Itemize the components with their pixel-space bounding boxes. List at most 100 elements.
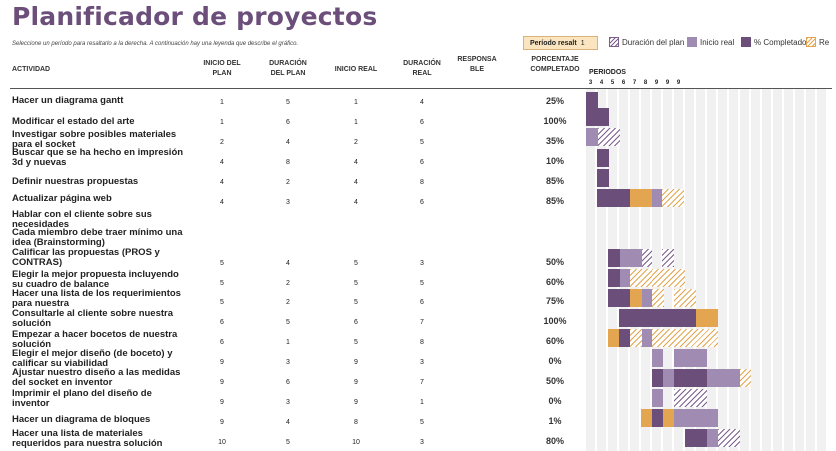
duration-plan-cell[interactable]: 5 [286, 99, 290, 106]
activity-name[interactable]: Elegir la mejor propuesta incluyendo su … [12, 269, 179, 290]
percent-complete-cell[interactable]: 0% [548, 356, 562, 366]
duration-plan-cell[interactable]: 6 [286, 119, 290, 126]
start-plan-cell[interactable]: 6 [220, 339, 224, 346]
activity-name[interactable]: Hacer una lista de materiales requeridos… [12, 428, 163, 449]
duration-plan-cell[interactable]: 2 [286, 280, 290, 287]
period-highlight-control[interactable]: Período resalt 1 [523, 36, 598, 50]
start-plan-cell[interactable]: 5 [220, 280, 224, 287]
activity-name[interactable]: Consultarle al cliente sobre nuestra sol… [12, 308, 174, 329]
start-real-cell[interactable]: 2 [354, 139, 358, 146]
start-plan-cell[interactable]: 5 [220, 299, 224, 306]
activity-name[interactable]: Elegir el mejor diseño (de boceto) y cal… [12, 348, 173, 369]
percent-complete-cell[interactable]: 50% [545, 376, 564, 386]
duration-plan-cell[interactable]: 2 [286, 179, 290, 186]
activity-name[interactable]: Imprimir el plano del diseño de inventor [12, 388, 152, 409]
duration-plan-cell[interactable]: 3 [286, 399, 290, 406]
activity-name[interactable]: Hacer un diagrama de bloques [12, 414, 151, 425]
duration-real-cell[interactable]: 6 [420, 199, 424, 206]
activity-name[interactable]: Hacer un diagrama gantt [12, 95, 124, 106]
duration-real-cell[interactable]: 8 [420, 179, 424, 186]
duration-real-cell[interactable]: 8 [420, 339, 424, 346]
start-plan-cell[interactable]: 2 [220, 139, 224, 146]
start-real-cell[interactable]: 4 [354, 159, 358, 166]
duration-real-cell[interactable]: 5 [420, 280, 424, 287]
start-plan-cell[interactable]: 6 [220, 319, 224, 326]
start-real-cell[interactable]: 4 [354, 199, 358, 206]
activity-name[interactable]: Investigar sobre posibles materiales par… [12, 129, 177, 150]
duration-real-cell[interactable]: 6 [420, 159, 424, 166]
activity-name[interactable]: Buscar que se ha hecho en impresión 3d y… [12, 147, 184, 168]
start-real-cell[interactable]: 5 [354, 339, 358, 346]
start-real-cell[interactable]: 5 [354, 280, 358, 287]
percent-complete-cell[interactable]: 10% [545, 156, 564, 166]
period-highlight-value[interactable]: 1 [580, 39, 585, 47]
activity-name[interactable]: Hablar con el cliente sobre sus necesida… [12, 209, 152, 230]
percent-complete-cell[interactable]: 100% [543, 116, 567, 126]
activity-name[interactable]: Actualizar página web [12, 193, 112, 204]
start-plan-cell[interactable]: 4 [220, 159, 224, 166]
percent-complete-cell[interactable]: 60% [545, 277, 564, 287]
percent-complete-cell[interactable]: 100% [543, 316, 567, 326]
start-plan-cell[interactable]: 9 [220, 359, 224, 366]
percent-complete-cell[interactable]: 75% [545, 296, 564, 306]
start-plan-cell[interactable]: 1 [220, 99, 224, 106]
duration-real-cell[interactable]: 5 [420, 419, 424, 426]
duration-plan-cell[interactable]: 2 [286, 299, 290, 306]
start-plan-cell[interactable]: 9 [220, 419, 224, 426]
duration-real-cell[interactable]: 5 [420, 139, 424, 146]
start-plan-cell[interactable]: 4 [220, 199, 224, 206]
duration-real-cell[interactable]: 3 [420, 260, 424, 267]
percent-complete-cell[interactable]: 85% [545, 176, 564, 186]
activity-name[interactable]: Calificar las propuestas (PROS y CONTRAS… [12, 247, 160, 268]
duration-real-cell[interactable]: 7 [420, 319, 424, 326]
start-plan-cell[interactable]: 1 [220, 119, 224, 126]
activity-name[interactable]: Hacer una lista de los requerimientos pa… [12, 288, 181, 309]
start-real-cell[interactable]: 1 [354, 119, 358, 126]
start-real-cell[interactable]: 5 [354, 299, 358, 306]
percent-complete-cell[interactable]: 1% [548, 416, 562, 426]
duration-real-cell[interactable]: 3 [420, 439, 424, 446]
start-real-cell[interactable]: 1 [354, 99, 358, 106]
activity-name[interactable]: Modificar el estado del arte [12, 116, 135, 127]
duration-real-cell[interactable]: 7 [420, 379, 424, 386]
activity-name[interactable]: Ajustar nuestro diseño a las medidas del… [12, 367, 181, 388]
percent-complete-cell[interactable]: 85% [545, 196, 564, 206]
start-real-cell[interactable]: 8 [354, 419, 358, 426]
start-real-cell[interactable]: 9 [354, 359, 358, 366]
duration-plan-cell[interactable]: 4 [286, 419, 290, 426]
duration-plan-cell[interactable]: 4 [286, 139, 290, 146]
duration-real-cell[interactable]: 3 [420, 359, 424, 366]
start-real-cell[interactable]: 9 [354, 379, 358, 386]
percent-complete-cell[interactable]: 35% [545, 136, 564, 146]
percent-complete-cell[interactable]: 50% [545, 257, 564, 267]
start-real-cell[interactable]: 9 [354, 399, 358, 406]
start-real-cell[interactable]: 5 [354, 260, 358, 267]
duration-plan-cell[interactable]: 4 [286, 260, 290, 267]
duration-plan-cell[interactable]: 8 [286, 159, 290, 166]
duration-real-cell[interactable]: 6 [420, 119, 424, 126]
activity-name[interactable]: Definir nuestras propuestas [12, 176, 139, 187]
start-real-cell[interactable]: 6 [354, 319, 358, 326]
duration-plan-cell[interactable]: 3 [286, 359, 290, 366]
activity-name[interactable]: Cada miembro debe traer mínimo una idea … [12, 227, 183, 248]
start-real-cell[interactable]: 4 [354, 179, 358, 186]
duration-plan-cell[interactable]: 1 [286, 339, 290, 346]
duration-real-cell[interactable]: 4 [420, 99, 424, 106]
start-plan-cell[interactable]: 10 [218, 439, 226, 446]
start-plan-cell[interactable]: 9 [220, 399, 224, 406]
percent-complete-cell[interactable]: 0% [548, 396, 562, 406]
duration-plan-cell[interactable]: 5 [286, 439, 290, 446]
duration-real-cell[interactable]: 1 [420, 399, 424, 406]
start-plan-cell[interactable]: 9 [220, 379, 224, 386]
percent-complete-cell[interactable]: 60% [545, 336, 564, 346]
activity-name[interactable]: Empezar a hacer bocetos de nuestra soluc… [12, 329, 178, 350]
start-plan-cell[interactable]: 4 [220, 179, 224, 186]
duration-plan-cell[interactable]: 6 [286, 379, 290, 386]
percent-complete-cell[interactable]: 25% [545, 96, 564, 106]
start-real-cell[interactable]: 10 [352, 439, 360, 446]
percent-complete-cell[interactable]: 80% [545, 436, 564, 446]
duration-plan-cell[interactable]: 5 [286, 319, 290, 326]
start-plan-cell[interactable]: 5 [220, 260, 224, 267]
duration-real-cell[interactable]: 6 [420, 299, 424, 306]
duration-plan-cell[interactable]: 3 [286, 199, 290, 206]
